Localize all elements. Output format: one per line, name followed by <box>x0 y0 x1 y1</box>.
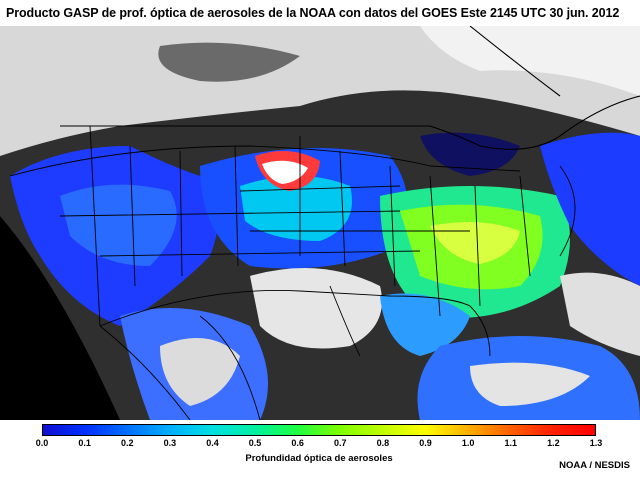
aod-colorbar <box>42 424 596 436</box>
aod-region-plains-inner <box>240 176 352 241</box>
cloud-cover-northeast <box>420 26 640 96</box>
colorbar-tick-labels: 0.0 0.1 0.2 0.3 0.4 0.5 0.6 0.7 0.8 0.9 1.0 1.1 1.2 1… <box>0 438 640 450</box>
colorbar-tick: 1.3 <box>589 438 603 448</box>
aerosol-map <box>0 26 640 420</box>
aod-region-ohio-valley <box>430 222 520 264</box>
map-title: Producto GASP de prof. óptica de aerosol… <box>6 6 620 20</box>
clear-patch-north <box>158 42 300 82</box>
cloud-cover-mexico <box>160 338 240 406</box>
cloud-cover-caribbean <box>470 362 590 406</box>
space-region <box>0 216 120 420</box>
state-boundaries <box>9 125 576 420</box>
credit-label: NOAA / NESDIS <box>559 460 630 471</box>
canada-border <box>60 26 640 150</box>
aod-region-atlantic <box>540 132 640 286</box>
colorbar-tick: 1.1 <box>504 438 518 448</box>
colorbar-tick: 0.2 <box>120 438 134 448</box>
great-lakes-region <box>420 132 520 176</box>
colorbar-tick: 0.6 <box>291 438 304 448</box>
colorbar-tick: 1.2 <box>547 438 560 448</box>
cloud-patch-dakotas <box>262 160 308 184</box>
colorbar-tick: 0.7 <box>334 438 347 448</box>
colorbar-tick: 0.1 <box>78 438 91 448</box>
aod-region-west-inner <box>60 184 177 266</box>
aod-region-gulf <box>380 293 470 356</box>
cloud-cover-atlantic <box>560 272 640 356</box>
colorbar-tick: 0.5 <box>248 438 262 448</box>
colorbar-tick: 1.0 <box>461 438 475 448</box>
colorbar-tick: 0.0 <box>35 438 49 448</box>
cloud-cover-gulf <box>250 268 382 349</box>
colorbar-tick: 0.9 <box>419 438 432 448</box>
colorbar-label: Profundidad óptica de aerosoles <box>245 453 393 464</box>
colorbar-tick: 0.3 <box>163 438 177 448</box>
colorbar-tick: 0.8 <box>376 438 390 448</box>
colorbar-tick: 0.4 <box>206 438 219 448</box>
map-canvas <box>0 26 640 420</box>
